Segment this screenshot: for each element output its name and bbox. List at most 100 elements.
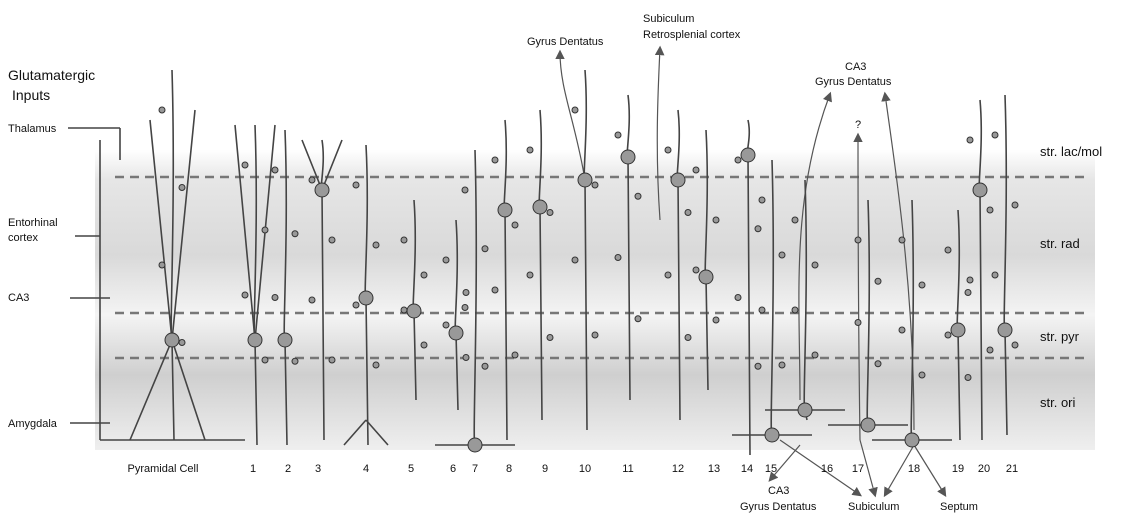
- bouton: [712, 316, 720, 324]
- bouton: [898, 326, 906, 334]
- bouton: [546, 334, 554, 341]
- neuron-process: [129, 109, 206, 441]
- soma: [620, 149, 636, 165]
- soma: [448, 325, 464, 341]
- arrow: [853, 132, 863, 441]
- input-label: Thalamus: [8, 123, 57, 135]
- arrow: [798, 91, 832, 401]
- cell-label: 21: [1006, 463, 1018, 475]
- cell-label: 3: [315, 463, 321, 475]
- layer-labels: str. lac/mol str. rad str. pyr str. ori: [1040, 144, 1102, 410]
- cell-label: 1: [250, 463, 256, 475]
- bouton: [491, 156, 499, 164]
- input-label: CA3: [8, 292, 29, 304]
- bouton: [778, 361, 786, 369]
- soma: [950, 322, 966, 338]
- bouton: [614, 131, 622, 139]
- bouton: [1011, 201, 1019, 209]
- bouton: [442, 321, 450, 329]
- bouton: [854, 236, 862, 244]
- bouton: [684, 334, 692, 341]
- layer-label: str. rad: [1040, 236, 1080, 251]
- bouton: [241, 291, 249, 299]
- bouton: [178, 184, 186, 191]
- soma: [764, 427, 780, 443]
- arrow: [555, 49, 586, 181]
- bouton: [328, 356, 336, 364]
- bouton: [308, 296, 316, 304]
- bouton: [791, 216, 799, 224]
- projection-label: Gyrus Dentatus: [527, 36, 604, 48]
- projection-label: CA3: [845, 61, 866, 73]
- soma: [406, 303, 422, 319]
- input-label: Amygdala: [8, 418, 58, 430]
- bouton: [352, 301, 360, 309]
- cell-label: 10: [579, 463, 591, 475]
- bouton: [734, 294, 742, 301]
- bouton: [734, 156, 742, 164]
- bouton: [158, 261, 166, 269]
- bouton: [874, 360, 882, 368]
- bouton: [491, 286, 499, 294]
- layer-label: str. pyr: [1040, 329, 1080, 344]
- soma: [972, 182, 988, 198]
- bouton: [684, 209, 692, 216]
- bouton: [754, 362, 762, 370]
- soma: [670, 172, 686, 188]
- projection-label: Subiculum: [848, 501, 899, 513]
- soma: [277, 332, 293, 348]
- bouton: [261, 226, 269, 234]
- projection-label: Septum: [940, 501, 978, 513]
- projection-label: Gyrus Dentatus: [740, 501, 817, 513]
- arrow: [859, 439, 878, 498]
- bouton: [481, 245, 489, 253]
- bouton: [778, 251, 786, 259]
- bouton: [634, 315, 642, 323]
- bouton: [918, 371, 926, 379]
- layer-band: [95, 150, 1095, 450]
- bouton: [791, 306, 799, 314]
- cell-label: 17: [852, 463, 864, 475]
- bouton: [986, 206, 994, 214]
- bouton: [462, 354, 470, 361]
- cell-label: 9: [542, 463, 548, 475]
- projection-label: CA3: [768, 485, 789, 497]
- soma: [740, 147, 756, 163]
- layer-label: str. lac/mol: [1040, 144, 1102, 159]
- projection-label: Gyrus Dentatus: [815, 76, 892, 88]
- bouton: [178, 339, 186, 346]
- soma: [997, 322, 1013, 338]
- bouton: [898, 236, 906, 244]
- bouton: [158, 106, 166, 114]
- arrow: [883, 444, 915, 498]
- bouton: [614, 254, 622, 261]
- projection-label: Subiculum: [643, 13, 694, 25]
- bouton: [261, 356, 269, 364]
- cell-label: 5: [408, 463, 414, 475]
- bouton: [271, 294, 279, 301]
- bouton: [271, 166, 279, 174]
- cell-label: 6: [450, 463, 456, 475]
- arrow: [779, 439, 862, 497]
- soma: [577, 172, 593, 188]
- neurons: [129, 69, 1019, 456]
- bouton: [944, 331, 952, 339]
- cell-label: 16: [821, 463, 833, 475]
- neuron-process: [301, 139, 343, 191]
- cell-label: 11: [622, 463, 633, 475]
- bouton: [918, 281, 926, 289]
- bouton: [308, 176, 316, 184]
- cell-label: 13: [708, 463, 720, 475]
- bouton: [966, 276, 974, 284]
- cell-label: 20: [978, 463, 990, 475]
- projection-label: Retrosplenial cortex: [643, 29, 741, 41]
- bouton: [811, 261, 819, 269]
- soma: [247, 332, 263, 348]
- soma: [314, 182, 330, 198]
- bouton: [511, 221, 519, 229]
- neuron-process: [343, 419, 389, 446]
- bouton: [328, 236, 336, 244]
- bouton: [664, 146, 672, 154]
- soma: [532, 199, 548, 215]
